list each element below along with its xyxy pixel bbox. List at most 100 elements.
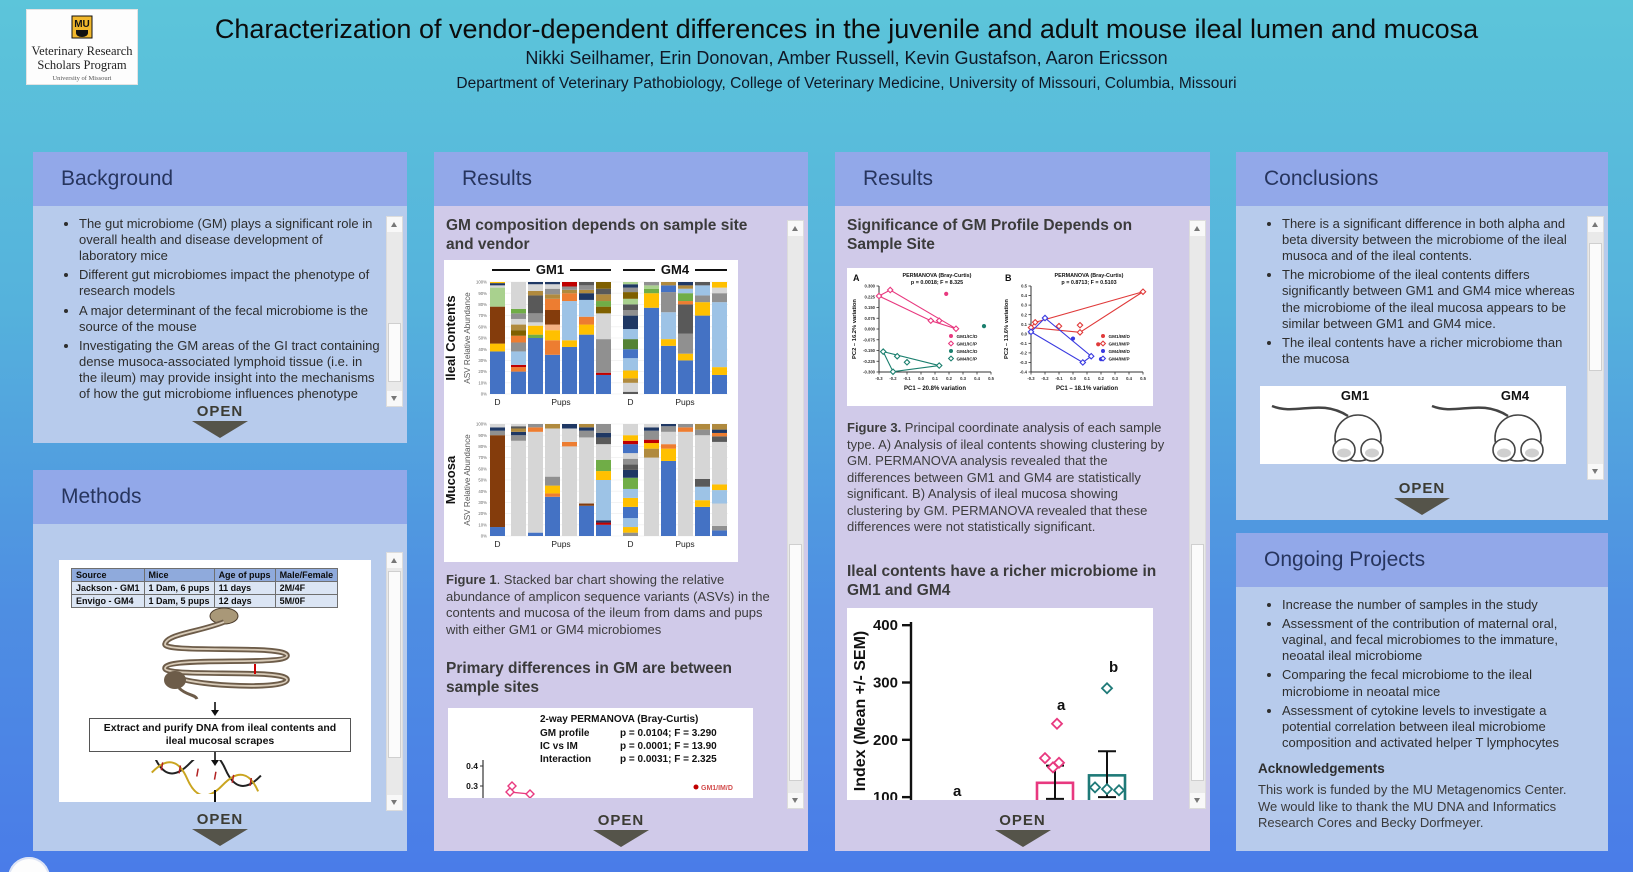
bullet-item: Assessment of the contribution of matern… [1282, 616, 1582, 664]
scroll-down-icon[interactable] [1190, 793, 1205, 808]
results2-panel: Results Significance of GM Profile Depen… [835, 152, 1210, 851]
bullet-item: The gut microbiome (GM) plays a signific… [79, 216, 381, 264]
scroll-down-icon[interactable] [387, 795, 402, 810]
scrollbar[interactable] [787, 220, 804, 809]
open-arrow-icon [192, 421, 248, 438]
svg-text:-0.3: -0.3 [1027, 376, 1035, 381]
svg-text:0.3: 0.3 [960, 376, 966, 381]
scroll-up-icon[interactable] [387, 217, 402, 232]
svg-text:B: B [1005, 273, 1012, 283]
svg-text:30%: 30% [478, 358, 487, 363]
conclusions-panel: Conclusions There is a significant diffe… [1236, 152, 1608, 520]
svg-text:b: b [1109, 659, 1118, 676]
scrollbar-thumb[interactable] [388, 322, 401, 382]
svg-text:GM4/IC/D: GM4/IC/D [957, 349, 978, 354]
down-arrow-icon [211, 752, 219, 766]
svg-text:GM1/IM/D: GM1/IM/D [701, 785, 733, 792]
svg-text:0.3: 0.3 [466, 781, 478, 791]
svg-text:GM1/IC/D: GM1/IC/D [957, 334, 978, 339]
svg-text:PC1 – 18.1% variation: PC1 – 18.1% variation [1056, 386, 1118, 392]
table-header: Source [71, 568, 145, 582]
scroll-down-icon[interactable] [788, 793, 803, 808]
svg-text:p = 0.0104; F = 3.290: p = 0.0104; F = 3.290 [620, 728, 717, 739]
svg-text:60%: 60% [478, 324, 487, 329]
table-header: Male/Female [274, 568, 339, 582]
svg-text:0.5: 0.5 [1021, 284, 1027, 289]
open-button-results1[interactable]: OPEN [593, 812, 649, 847]
scroll-down-icon[interactable] [387, 391, 402, 406]
svg-text:Pups: Pups [675, 539, 694, 549]
svg-text:90%: 90% [478, 433, 487, 438]
scrollbar-thumb[interactable] [1191, 543, 1204, 781]
svg-text:ASV Relative Abundance: ASV Relative Abundance [463, 434, 472, 526]
svg-text:GM4/IM/P: GM4/IM/P [1109, 356, 1130, 361]
open-button-methods[interactable]: OPEN [192, 811, 248, 846]
scrollbar-thumb[interactable] [789, 543, 802, 781]
svg-text:p = 0.0031; F = 2.325: p = 0.0031; F = 2.325 [620, 754, 717, 765]
figure3-pcoa-charts: A PERMANOVA (Bray-Curtis) p = 0.0018; F = … [847, 268, 1153, 406]
svg-text:40%: 40% [478, 489, 487, 494]
svg-text:200: 200 [873, 732, 898, 749]
svg-text:Index (Mean +/- SEM): Index (Mean +/- SEM) [852, 631, 869, 791]
results1-heading-1: GM composition depends on sample site an… [446, 217, 748, 254]
connector-line [214, 790, 216, 802]
svg-text:Ileal Contents: Ileal Contents [444, 295, 458, 380]
scrollbar-thumb[interactable] [1589, 243, 1602, 371]
svg-text:GM1/IM/P: GM1/IM/P [1109, 341, 1130, 346]
svg-text:70%: 70% [478, 455, 487, 460]
scrollbar[interactable] [386, 552, 403, 811]
svg-text:400: 400 [873, 617, 898, 634]
open-arrow-icon [593, 830, 649, 847]
gi-tract-diagram [162, 607, 290, 700]
svg-text:-0.1: -0.1 [1020, 341, 1028, 346]
svg-text:80%: 80% [478, 444, 487, 449]
svg-text:PC2 – 13.6% variation: PC2 – 13.6% variation [1004, 299, 1010, 359]
table-row: Jackson - GM1 1 Dam, 6 pups 11 days 2M/4F [71, 581, 339, 595]
scrollbar[interactable] [1587, 216, 1604, 480]
svg-text:Mucosa: Mucosa [444, 455, 458, 504]
scroll-up-icon[interactable] [788, 221, 803, 236]
panel-title: Conclusions [1264, 167, 1379, 190]
svg-text:GM1: GM1 [536, 262, 564, 277]
svg-text:-0.2: -0.2 [889, 376, 897, 381]
down-arrow-icon [211, 702, 219, 716]
scrollbar-thumb[interactable] [388, 570, 401, 759]
scroll-up-icon[interactable] [1190, 221, 1205, 236]
svg-text:PERMANOVA (Bray-Curtis): PERMANOVA (Bray-Curtis) [903, 273, 972, 279]
open-button-results2[interactable]: OPEN [994, 812, 1051, 847]
svg-text:50%: 50% [478, 336, 487, 341]
open-button-conclusions[interactable]: OPEN [1394, 480, 1450, 515]
svg-text:PC2 – 16.2% variation: PC2 – 16.2% variation [852, 299, 858, 359]
corner-avatar[interactable] [8, 857, 50, 872]
scroll-up-icon[interactable] [1588, 217, 1603, 232]
table-header: Mice [143, 568, 215, 582]
scrollbar[interactable] [1189, 220, 1206, 809]
bullet-item: There is a significant difference in bot… [1282, 216, 1582, 264]
svg-text:-0.225: -0.225 [863, 359, 876, 364]
svg-text:-0.2: -0.2 [1041, 376, 1049, 381]
bullet-item: A major determinant of the fecal microbi… [79, 303, 381, 335]
mouse-label-gm4: GM4 [1501, 388, 1530, 403]
svg-text:30%: 30% [478, 500, 487, 505]
results2-panel-header: Results [835, 152, 1210, 206]
svg-text:0.0: 0.0 [1021, 331, 1027, 336]
svg-text:D: D [494, 397, 500, 407]
svg-text:0.4: 0.4 [1021, 293, 1027, 298]
svg-text:90%: 90% [478, 291, 487, 296]
background-bullets: The gut microbiome (GM) plays a signific… [63, 216, 381, 402]
scroll-up-icon[interactable] [387, 553, 402, 568]
svg-text:IC vs IM: IC vs IM [540, 741, 578, 752]
svg-text:Pups: Pups [675, 397, 694, 407]
results2-heading-1: Significance of GM Profile Depends on Sa… [847, 217, 1133, 254]
svg-text:-0.3: -0.3 [1020, 360, 1028, 365]
open-button-background[interactable]: OPEN [192, 403, 248, 438]
svg-text:0.3: 0.3 [1112, 376, 1118, 381]
mice-figure: GM1 GM4 [1260, 386, 1566, 464]
svg-text:50%: 50% [478, 478, 487, 483]
svg-text:10%: 10% [478, 380, 487, 385]
results2-heading-2: Ileal contents have a richer microbiome … [847, 563, 1157, 600]
figure1-caption: Figure 1. Stacked bar chart showing the … [446, 572, 770, 637]
panel-title: Methods [61, 485, 142, 508]
scrollbar[interactable] [386, 216, 403, 407]
scroll-down-icon[interactable] [1588, 464, 1603, 479]
